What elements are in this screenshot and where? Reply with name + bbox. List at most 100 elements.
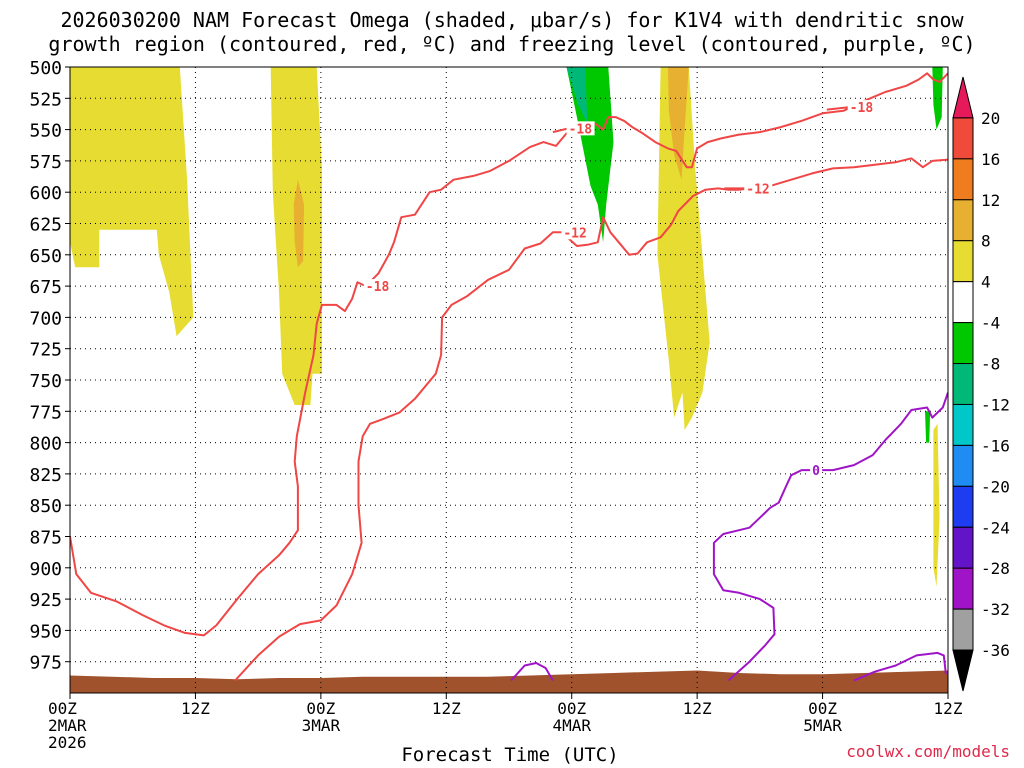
x-tick-label-0-2: 2026 [48, 733, 87, 752]
title-line-2: growth region (contoured, red, ºC) and f… [48, 32, 976, 56]
omega-region-4 [566, 67, 588, 124]
colorbar-swatch-9 [952, 444, 974, 487]
colorbar-label-1: 16 [981, 150, 1000, 169]
omega-region-8 [925, 411, 931, 443]
omega-region-6 [667, 67, 689, 180]
y-tick-label-675: 675 [29, 277, 62, 298]
y-tick-label-950: 950 [29, 621, 62, 642]
omega-shading [70, 67, 943, 587]
colorbar-swatch-4 [952, 240, 974, 283]
y-tick-label-850: 850 [29, 496, 62, 517]
colorbar-swatch-13 [952, 608, 974, 651]
contour-line-6 [712, 392, 948, 682]
x-tick-label-0-0: 00Z [48, 699, 77, 718]
x-tick-label-12-0: 12Z [181, 699, 210, 718]
omega-region-3 [566, 67, 614, 243]
colorbar-swatch-7 [952, 363, 974, 405]
y-tick-label-725: 725 [29, 340, 62, 361]
colorbar-label-12: -32 [981, 600, 1010, 619]
x-tick-label-72-0: 00Z [808, 699, 837, 718]
y-tick-label-975: 975 [29, 653, 62, 674]
y-tick-label-550: 550 [29, 121, 62, 142]
colorbar-label-2: 12 [981, 191, 1000, 210]
colorbar-label-8: -16 [981, 436, 1010, 455]
colorbar-swatch-3 [952, 199, 974, 242]
chart-title: 2026030200 NAM Forecast Omega (shaded, μ… [0, 8, 1024, 56]
x-tick-label-60-0: 12Z [683, 699, 712, 718]
y-tick-label-700: 700 [29, 308, 62, 329]
contour-label-1: -18 [569, 122, 593, 137]
y-tick-label-800: 800 [29, 434, 62, 455]
colorbar-label-10: -24 [981, 518, 1010, 537]
colorbar-swatch-8 [952, 403, 974, 446]
colorbar-label-7: -12 [981, 395, 1010, 414]
y-tick-label-775: 775 [29, 402, 62, 423]
colorbar-swatch-1 [952, 117, 974, 160]
contour-label-bg-0 [363, 279, 392, 294]
x-tick-label-24-1: 3MAR [302, 716, 341, 735]
x-tick-label-48-1: 4MAR [552, 716, 591, 735]
omega-region-0 [70, 67, 194, 337]
x-axis-title: Forecast Time (UTC) [401, 744, 619, 766]
y-tick-label-500: 500 [29, 58, 62, 79]
terrain-fill [70, 670, 948, 693]
x-tick-label-72-1: 5MAR [803, 716, 842, 735]
colorbar-swatch-5 [952, 281, 974, 324]
contour-line-1 [552, 127, 569, 134]
contour-label-bg-2 [847, 100, 876, 115]
colorbar-swatch-6 [952, 322, 974, 365]
contour-label-4: -12 [746, 182, 769, 197]
credit-text: coolwx.com/models [846, 742, 1010, 761]
contour-label-bg-3 [561, 225, 590, 240]
contour-label-6: 0 [812, 464, 820, 479]
y-tick-label-925: 925 [29, 590, 62, 611]
contour-label-2: -18 [850, 101, 874, 116]
colorbar-label-3: 8 [981, 232, 991, 251]
omega-region-5 [657, 67, 710, 431]
contour-line-2 [826, 106, 850, 111]
colorbar-label-4: 4 [981, 273, 991, 292]
colorbar-label-13: -36 [981, 641, 1010, 660]
y-tick-label-600: 600 [29, 183, 62, 204]
colorbar-label-6: -8 [981, 355, 1000, 374]
omega-region-2 [293, 179, 305, 268]
colorbar-cap-top [952, 76, 974, 119]
y-tick-label-650: 650 [29, 246, 62, 267]
colorbar-label-11: -28 [981, 559, 1010, 578]
y-axis: 500 525 550 575 600 625 650 675 700 725 750 775 800 8… [29, 58, 70, 674]
contour-line-7 [853, 651, 947, 682]
contour-label-0: -18 [366, 280, 390, 295]
terrain [70, 670, 948, 693]
x-tick-label-36-0: 12Z [432, 699, 461, 718]
omega-region-7 [932, 67, 943, 130]
colorbar: 20 16 12 8 4 -4 -8 -12 -16 -20 -24 -28 -32 -36 [952, 76, 1010, 692]
y-tick-label-525: 525 [29, 89, 62, 110]
omega-region-9 [933, 423, 940, 587]
contour-label-3: -12 [563, 226, 586, 241]
contour-label-bg-1 [566, 121, 595, 136]
x-tick-label-48-0: 00Z [557, 699, 586, 718]
colorbar-cap-bottom [952, 649, 974, 692]
colorbar-label-0: 20 [981, 109, 1000, 128]
contour-line-0 [70, 72, 948, 637]
colorbar-swatch-10 [952, 485, 974, 528]
colorbar-label-5: -4 [981, 314, 1000, 333]
contour-label-bg-6 [810, 463, 823, 478]
title-line-1: 2026030200 NAM Forecast Omega (shaded, μ… [60, 8, 964, 32]
contour-line-3 [234, 157, 948, 682]
contour-line-5 [510, 662, 554, 682]
y-tick-label-875: 875 [29, 528, 62, 549]
y-tick-label-750: 750 [29, 371, 62, 392]
y-tick-label-575: 575 [29, 152, 62, 173]
colorbar-label-9: -20 [981, 477, 1010, 496]
x-tick-label-0-1: 2MAR [48, 716, 87, 735]
contour-label-bg-4 [744, 181, 773, 196]
y-tick-label-900: 900 [29, 559, 62, 580]
colorbar-swatch-12 [952, 567, 974, 610]
y-tick-label-825: 825 [29, 465, 62, 486]
colorbar-swatch-2 [952, 158, 974, 201]
contour-lines: -18 -18 -18 -12 -12 0 [70, 72, 948, 682]
colorbar-swatch-11 [952, 526, 974, 569]
